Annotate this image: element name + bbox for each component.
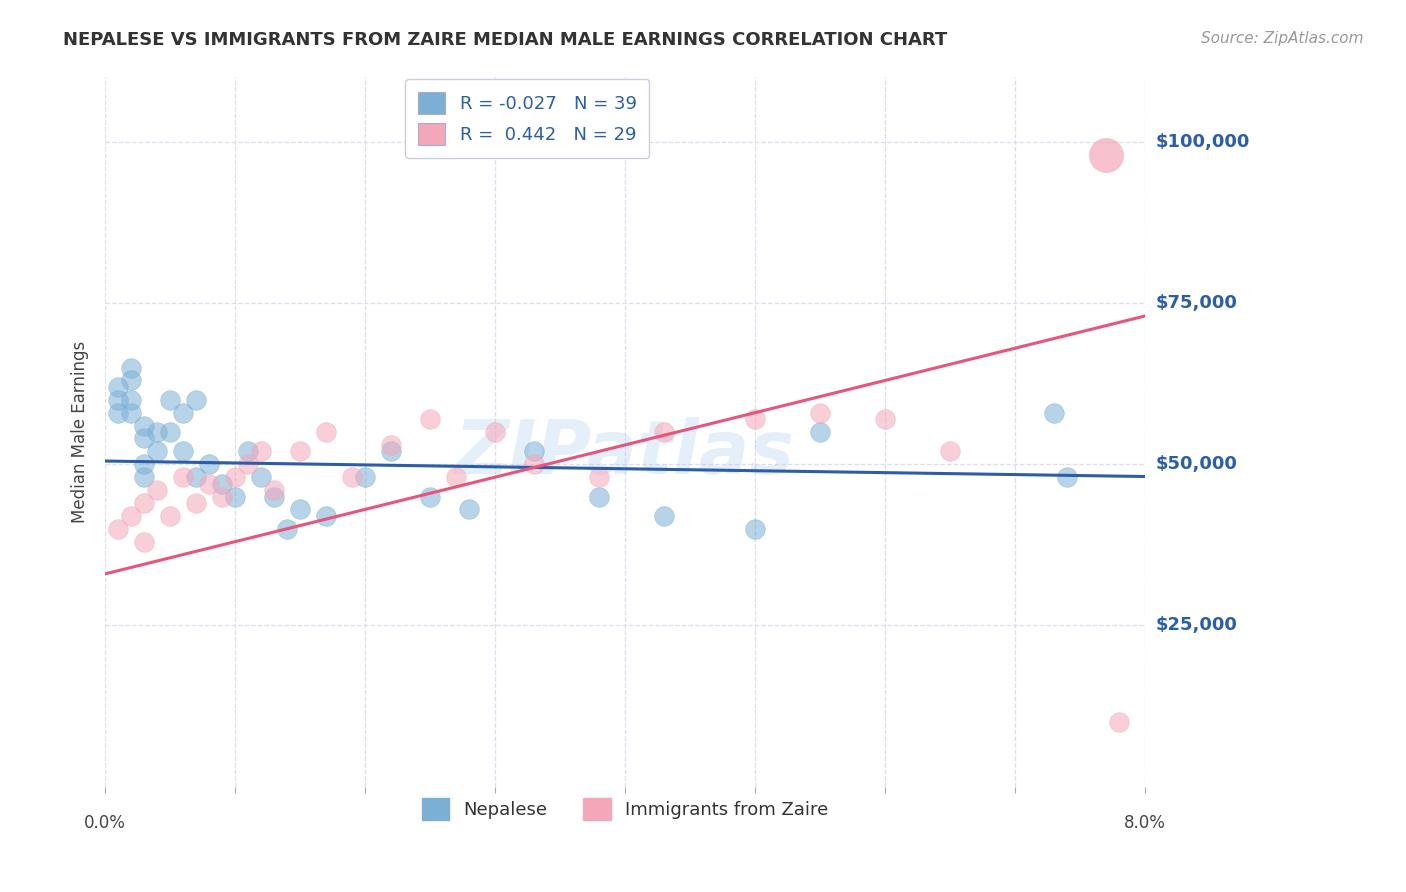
Text: Source: ZipAtlas.com: Source: ZipAtlas.com <box>1201 31 1364 46</box>
Point <box>380 444 402 458</box>
Point <box>107 380 129 394</box>
Point <box>588 470 610 484</box>
Point <box>211 490 233 504</box>
Point <box>263 490 285 504</box>
Point <box>939 444 962 458</box>
Point <box>224 470 246 484</box>
Point <box>419 412 441 426</box>
Point <box>159 508 181 523</box>
Point <box>186 496 208 510</box>
Point <box>458 502 481 516</box>
Point <box>134 418 156 433</box>
Point <box>340 470 363 484</box>
Point <box>238 444 260 458</box>
Point <box>134 457 156 471</box>
Legend: Nepalese, Immigrants from Zaire: Nepalese, Immigrants from Zaire <box>415 791 835 827</box>
Point <box>198 476 221 491</box>
Text: 8.0%: 8.0% <box>1123 814 1166 832</box>
Point <box>652 508 675 523</box>
Point <box>484 425 506 439</box>
Point <box>146 425 169 439</box>
Point <box>159 425 181 439</box>
Text: NEPALESE VS IMMIGRANTS FROM ZAIRE MEDIAN MALE EARNINGS CORRELATION CHART: NEPALESE VS IMMIGRANTS FROM ZAIRE MEDIAN… <box>63 31 948 49</box>
Point <box>744 522 766 536</box>
Text: $75,000: $75,000 <box>1156 294 1237 312</box>
Point <box>523 457 546 471</box>
Point <box>315 508 337 523</box>
Point <box>198 457 221 471</box>
Point <box>288 502 311 516</box>
Point <box>107 406 129 420</box>
Point <box>107 522 129 536</box>
Point <box>134 432 156 446</box>
Point <box>873 412 896 426</box>
Point <box>120 374 142 388</box>
Point <box>238 457 260 471</box>
Point <box>354 470 377 484</box>
Point <box>120 508 142 523</box>
Point <box>211 476 233 491</box>
Text: 0.0%: 0.0% <box>84 814 127 832</box>
Point <box>419 490 441 504</box>
Point <box>172 444 194 458</box>
Point <box>172 470 194 484</box>
Point <box>172 406 194 420</box>
Point <box>652 425 675 439</box>
Text: ZIPatlas: ZIPatlas <box>456 417 794 490</box>
Point <box>444 470 467 484</box>
Point <box>808 406 831 420</box>
Point <box>288 444 311 458</box>
Point <box>276 522 298 536</box>
Point <box>186 470 208 484</box>
Point <box>120 406 142 420</box>
Point <box>380 438 402 452</box>
Point <box>120 392 142 407</box>
Point <box>523 444 546 458</box>
Point <box>1108 715 1130 730</box>
Point <box>107 392 129 407</box>
Point <box>120 360 142 375</box>
Point <box>315 425 337 439</box>
Text: $100,000: $100,000 <box>1156 133 1250 151</box>
Text: $25,000: $25,000 <box>1156 616 1237 634</box>
Point <box>134 534 156 549</box>
Point <box>1043 406 1066 420</box>
Y-axis label: Median Male Earnings: Median Male Earnings <box>72 341 89 523</box>
Point <box>134 470 156 484</box>
Point <box>808 425 831 439</box>
Point <box>250 444 273 458</box>
Text: $50,000: $50,000 <box>1156 455 1237 474</box>
Point <box>250 470 273 484</box>
Point <box>1056 470 1078 484</box>
Point <box>1095 148 1118 162</box>
Point <box>146 444 169 458</box>
Point <box>263 483 285 497</box>
Point <box>186 392 208 407</box>
Point <box>134 496 156 510</box>
Point <box>588 490 610 504</box>
Point <box>146 483 169 497</box>
Point <box>744 412 766 426</box>
Point <box>224 490 246 504</box>
Point <box>159 392 181 407</box>
